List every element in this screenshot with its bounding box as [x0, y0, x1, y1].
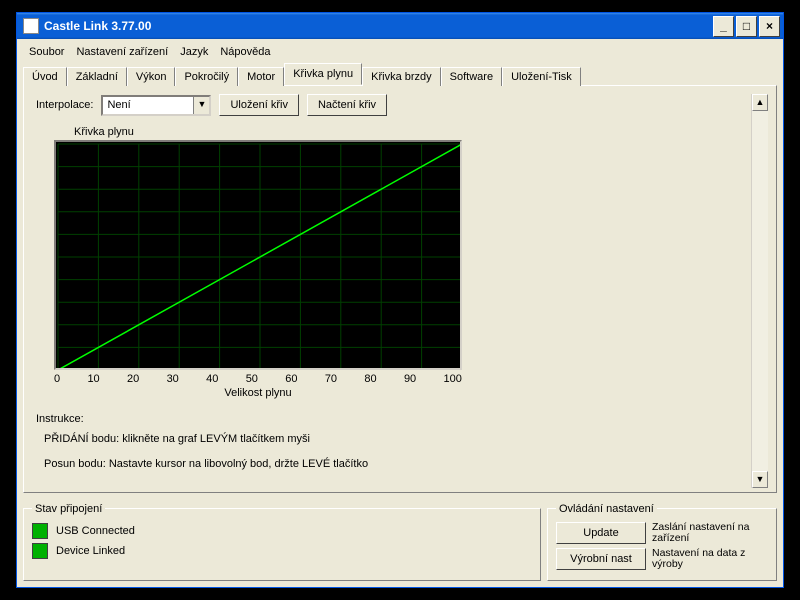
instructions-header: Instrukce:	[36, 411, 751, 429]
usb-status-led	[32, 523, 48, 539]
tab-throttle-curve[interactable]: Křivka plynu	[284, 63, 362, 85]
x-tick-label: 40	[206, 373, 218, 385]
device-status-label: Device Linked	[56, 545, 125, 557]
x-tick-label: 100	[444, 373, 462, 385]
settings-control-group: Ovládání nastavení Update Zaslání nastav…	[547, 503, 777, 581]
tab-software[interactable]: Software	[441, 67, 502, 86]
factory-reset-description: Nastavení na data z výroby	[652, 548, 768, 571]
tab-strip: Úvod Základní Výkon Pokročilý Motor Křiv…	[23, 63, 777, 85]
tab-motor[interactable]: Motor	[238, 67, 284, 86]
tab-panel: Interpolace: Není ▼ Uložení křiv Načtení…	[23, 85, 777, 493]
instructions: Instrukce: PŘIDÁNÍ bodu: klikněte na gra…	[36, 411, 751, 474]
menu-language[interactable]: Jazyk	[180, 46, 208, 58]
tab-save-print[interactable]: Uložení-Tisk	[502, 67, 581, 86]
interpolation-value: Není	[103, 99, 193, 111]
interpolation-label: Interpolace:	[36, 99, 93, 111]
app-icon	[23, 18, 39, 34]
factory-reset-button[interactable]: Výrobní nast	[556, 548, 646, 570]
throttle-curve-chart[interactable]	[54, 140, 462, 370]
chart-title: Křivka plynu	[74, 126, 751, 138]
update-description: Zaslání nastavení na zařízení	[652, 522, 768, 545]
update-button[interactable]: Update	[556, 522, 646, 544]
connection-status-group: Stav připojení USB Connected Device Link…	[23, 503, 541, 581]
x-tick-label: 60	[285, 373, 297, 385]
connection-status-title: Stav připojení	[32, 503, 105, 515]
load-curves-button[interactable]: Načtení křiv	[307, 94, 387, 116]
bottom-panel: Stav připojení USB Connected Device Link…	[17, 499, 783, 587]
title-bar[interactable]: Castle Link 3.77.00 _ □ ×	[17, 13, 783, 39]
window-title: Castle Link 3.77.00	[44, 19, 151, 33]
scroll-up-button[interactable]: ▲	[752, 94, 768, 111]
tab-performance[interactable]: Výkon	[127, 67, 176, 86]
x-tick-label: 90	[404, 373, 416, 385]
x-tick-label: 0	[54, 373, 60, 385]
device-status-led	[32, 543, 48, 559]
toolbar-row: Interpolace: Není ▼ Uložení křiv Načtení…	[36, 94, 751, 116]
save-curves-button[interactable]: Uložení křiv	[219, 94, 298, 116]
chevron-down-icon[interactable]: ▼	[193, 97, 209, 114]
close-button[interactable]: ×	[759, 16, 780, 37]
content-area: Úvod Základní Výkon Pokročilý Motor Křiv…	[17, 61, 783, 499]
minimize-button[interactable]: _	[713, 16, 734, 37]
instructions-line-1: PŘIDÁNÍ bodu: klikněte na graf LEVÝM tla…	[44, 431, 751, 449]
tab-basic[interactable]: Základní	[67, 67, 127, 86]
interpolation-dropdown[interactable]: Není ▼	[101, 95, 211, 116]
x-tick-label: 30	[167, 373, 179, 385]
chart-area: Křivka plynu 0 10 20 30 40 50 60 70 80 90 100 Veli…	[36, 126, 751, 399]
tab-advanced[interactable]: Pokročilý	[175, 67, 238, 86]
x-tick-label: 80	[364, 373, 376, 385]
menu-help[interactable]: Nápověda	[220, 46, 270, 58]
vertical-scrollbar[interactable]: ▲ ▼	[751, 94, 768, 488]
x-axis-title: Velikost plynu	[54, 387, 462, 399]
settings-control-title: Ovládání nastavení	[556, 503, 657, 515]
app-window: Castle Link 3.77.00 _ □ × Soubor Nastave…	[16, 12, 784, 588]
scroll-down-button[interactable]: ▼	[752, 471, 768, 488]
tab-intro[interactable]: Úvod	[23, 67, 67, 86]
tab-brake-curve[interactable]: Křivka brzdy	[362, 67, 441, 86]
usb-status-label: USB Connected	[56, 525, 135, 537]
menu-device-settings[interactable]: Nastavení zařízení	[76, 46, 168, 58]
maximize-button[interactable]: □	[736, 16, 757, 37]
x-tick-label: 20	[127, 373, 139, 385]
x-tick-label: 70	[325, 373, 337, 385]
instructions-line-2: Posun bodu: Nastavte kursor na libovolný…	[44, 456, 751, 474]
x-axis-labels: 0 10 20 30 40 50 60 70 80 90 100	[54, 370, 462, 385]
x-tick-label: 10	[87, 373, 99, 385]
menu-file[interactable]: Soubor	[29, 46, 64, 58]
x-tick-label: 50	[246, 373, 258, 385]
menu-bar: Soubor Nastavení zařízení Jazyk Nápověda	[17, 39, 783, 61]
